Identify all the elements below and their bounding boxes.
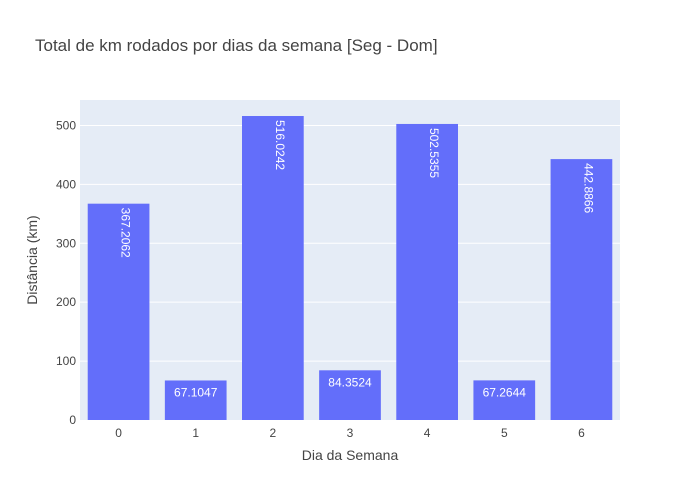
x-tick-label-1: 1 <box>192 426 199 440</box>
y-tick-label: 400 <box>56 177 76 191</box>
y-tick-label: 200 <box>56 295 76 309</box>
bar-value-label-0: 367.2062 <box>119 208 133 258</box>
y-tick-label: 500 <box>56 118 76 132</box>
bar-value-label-4: 502.5355 <box>427 128 441 178</box>
y-axis-title: Distância (km) <box>24 215 40 304</box>
plot-area <box>80 100 620 420</box>
bar-value-label-2: 516.0242 <box>273 120 287 170</box>
y-axis-ticks: 0 100 200 300 400 500 <box>56 118 76 427</box>
bar-value-label-3: 84.3524 <box>328 375 372 389</box>
bar-value-labels: 367.2062 67.1047 516.0242 84.3524 502.5355 67… <box>119 120 596 399</box>
chart-title: Total de km rodados por dias da semana [… <box>35 36 438 55</box>
bar-5[interactable] <box>473 380 536 420</box>
bar-1[interactable] <box>164 380 227 420</box>
bar-4[interactable] <box>396 123 458 421</box>
bar-value-label-6: 442.8866 <box>581 163 595 213</box>
x-tick-label-2: 2 <box>270 426 277 440</box>
y-tick-label: 300 <box>56 236 76 250</box>
x-tick-label-6: 6 <box>578 426 585 440</box>
x-axis-ticks: 0 1 2 3 4 5 6 <box>115 426 585 440</box>
x-tick-label-5: 5 <box>501 426 508 440</box>
bar-2[interactable] <box>242 116 304 420</box>
y-tick-label: 100 <box>56 354 76 368</box>
x-axis-title: Dia da Semana <box>302 447 399 463</box>
x-tick-label-3: 3 <box>347 426 354 440</box>
bars <box>87 116 613 421</box>
bar-value-label-1: 67.1047 <box>174 385 218 399</box>
bar-6[interactable] <box>550 159 613 420</box>
x-tick-label-4: 4 <box>424 426 431 440</box>
bar-3[interactable] <box>319 370 381 420</box>
gridlines <box>80 124 620 362</box>
y-tick-label: 0 <box>69 413 76 427</box>
bar-0[interactable] <box>87 203 150 420</box>
x-tick-label-0: 0 <box>115 426 122 440</box>
bar-value-label-5: 67.2644 <box>483 385 527 399</box>
